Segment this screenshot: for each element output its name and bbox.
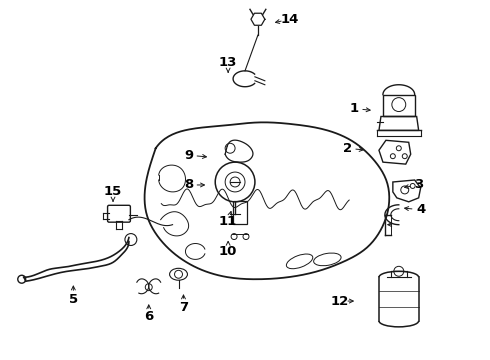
Text: 13: 13 bbox=[219, 57, 237, 69]
Text: 8: 8 bbox=[184, 179, 193, 192]
Text: 14: 14 bbox=[280, 13, 299, 26]
Text: 12: 12 bbox=[330, 294, 348, 307]
Text: 10: 10 bbox=[219, 245, 237, 258]
Text: 6: 6 bbox=[144, 310, 153, 323]
Text: 7: 7 bbox=[179, 301, 188, 314]
Text: 3: 3 bbox=[414, 179, 423, 192]
Text: 9: 9 bbox=[184, 149, 193, 162]
Text: 2: 2 bbox=[343, 142, 352, 155]
Text: 5: 5 bbox=[69, 293, 78, 306]
Text: 11: 11 bbox=[219, 215, 237, 228]
Text: 15: 15 bbox=[104, 185, 122, 198]
Text: 1: 1 bbox=[349, 102, 359, 115]
Text: 4: 4 bbox=[416, 203, 425, 216]
